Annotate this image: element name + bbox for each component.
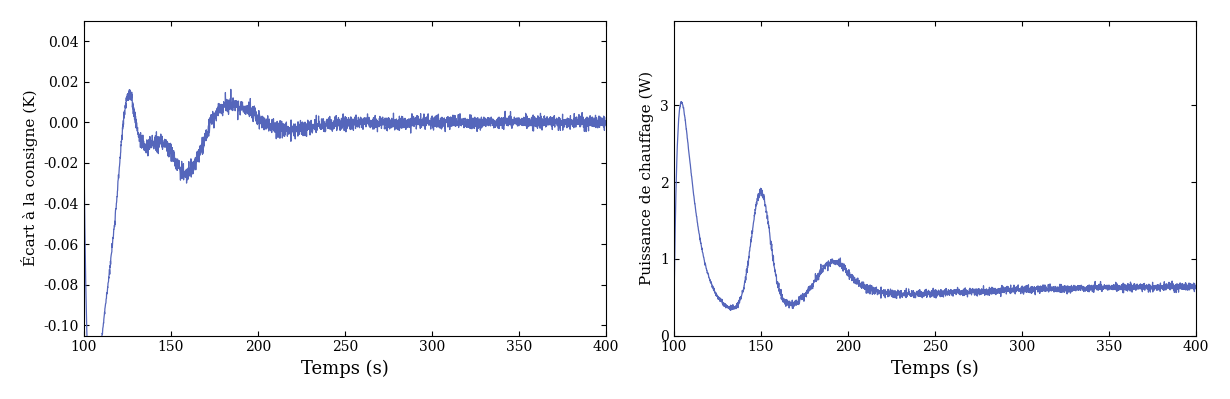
- X-axis label: Temps (s): Temps (s): [891, 360, 979, 378]
- X-axis label: Temps (s): Temps (s): [301, 360, 389, 378]
- Y-axis label: Écart à la consigne (K): Écart à la consigne (K): [21, 90, 38, 267]
- Y-axis label: Puissance de chauffage (W): Puissance de chauffage (W): [640, 71, 654, 285]
